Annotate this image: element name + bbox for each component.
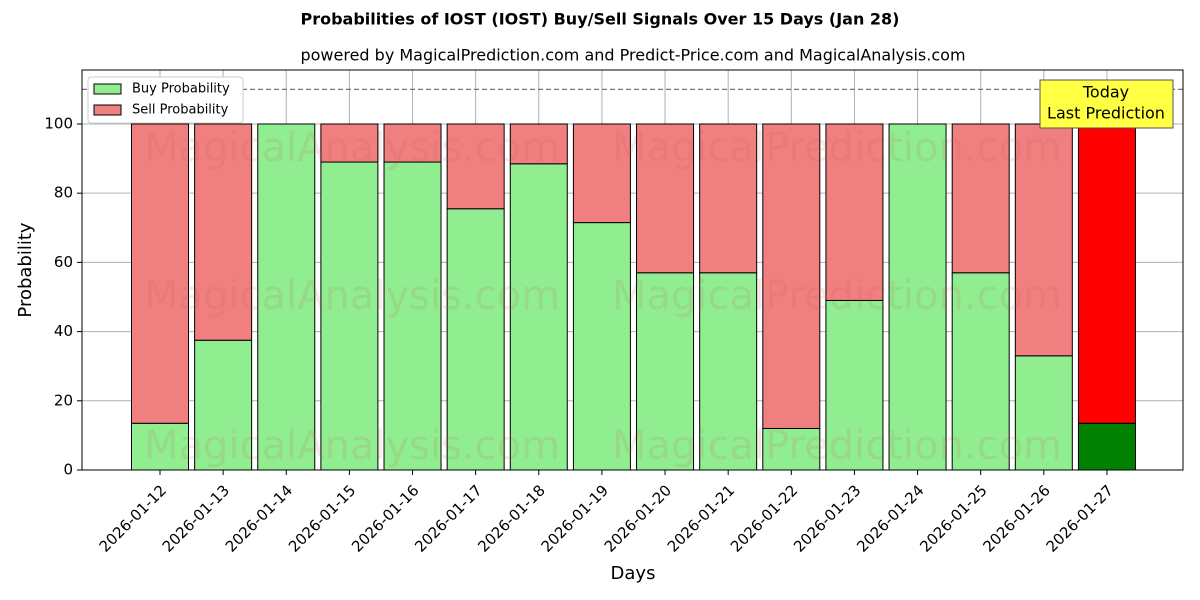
bar-segment (446, 123, 505, 210)
watermark: MagicalPrediction.com (612, 125, 1062, 171)
bar-segment (951, 123, 1010, 274)
y-tick-label: 80 (54, 184, 73, 202)
plot-frame (81, 69, 1184, 471)
watermark: MagicalPrediction.com (612, 423, 1062, 469)
bar-segment (699, 272, 758, 471)
x-tick-label: 2026-01-17 (411, 481, 485, 555)
x-tick-label: 2026-01-18 (474, 481, 548, 555)
watermark: MagicalAnalysis.com (144, 273, 560, 319)
annotation-text: Today (1082, 83, 1129, 102)
bar-segment (1077, 123, 1136, 424)
bar-segment (446, 208, 505, 471)
bar-segment (1014, 123, 1073, 357)
x-tick-label: 2026-01-12 (96, 481, 170, 555)
x-tick-label: 2026-01-21 (664, 481, 738, 555)
chart-subtitle: powered by MagicalPrediction.com and Pre… (300, 46, 965, 65)
bar-segment (572, 222, 631, 471)
x-tick-label: 2026-01-23 (790, 481, 864, 555)
bar-segment (825, 123, 884, 301)
y-tick-label: 0 (63, 461, 73, 479)
x-tick-label: 2026-01-15 (285, 481, 359, 555)
bar-segment (509, 163, 568, 471)
y-tick-label: 100 (44, 114, 73, 132)
bar-segment (636, 272, 695, 471)
bar-segment (1077, 422, 1136, 471)
bar-segment (699, 123, 758, 274)
watermark: MagicalPrediction.com (612, 273, 1062, 319)
x-tick-label: 2026-01-13 (159, 481, 233, 555)
x-tick-label: 2026-01-22 (727, 481, 801, 555)
chart-title: Probabilities of IOST (IOST) Buy/Sell Si… (300, 10, 899, 29)
y-tick-label: 60 (54, 253, 73, 271)
annotation-box (1039, 79, 1174, 129)
bar-segment (636, 123, 695, 274)
x-tick-label: 2026-01-14 (222, 481, 296, 555)
y-tick-label: 40 (54, 322, 73, 340)
x-tick-label: 2026-01-26 (979, 481, 1053, 555)
bar-segment (762, 123, 821, 429)
x-tick-label: 2026-01-24 (853, 481, 927, 555)
bar-segment (320, 123, 379, 163)
watermark: MagicalAnalysis.com (144, 125, 560, 171)
bar-segment (888, 123, 947, 471)
legend-label: Sell Probability (132, 103, 229, 118)
bar-segment (194, 123, 253, 341)
annotation-text: Last Prediction (1047, 104, 1165, 123)
bar-segment (572, 123, 631, 224)
bar-segment (762, 427, 821, 471)
bar-segment (131, 422, 189, 471)
bar-segment (951, 272, 1010, 471)
x-tick-label: 2026-01-19 (538, 481, 612, 555)
y-tick-label: 20 (54, 391, 73, 409)
bar-segment (131, 123, 189, 424)
legend-swatch (93, 83, 122, 95)
watermark: MagicalAnalysis.com (144, 423, 560, 469)
bar-segment (320, 161, 379, 471)
x-tick-label: 2026-01-20 (601, 481, 675, 555)
legend-label: Buy Probability (132, 82, 230, 97)
x-tick-label: 2026-01-16 (348, 481, 422, 555)
bar-segment (509, 123, 568, 165)
bar-segment (194, 339, 253, 471)
x-tick-label: 2026-01-27 (1043, 481, 1117, 555)
bar-segment (257, 123, 316, 471)
bar-segment (383, 161, 442, 471)
x-tick-label: 2026-01-25 (916, 481, 990, 555)
y-axis-label: Probability (15, 222, 36, 317)
legend-swatch (93, 104, 122, 116)
x-axis-label: Days (611, 563, 656, 584)
bar-segment (383, 123, 442, 163)
legend-box (87, 76, 244, 124)
